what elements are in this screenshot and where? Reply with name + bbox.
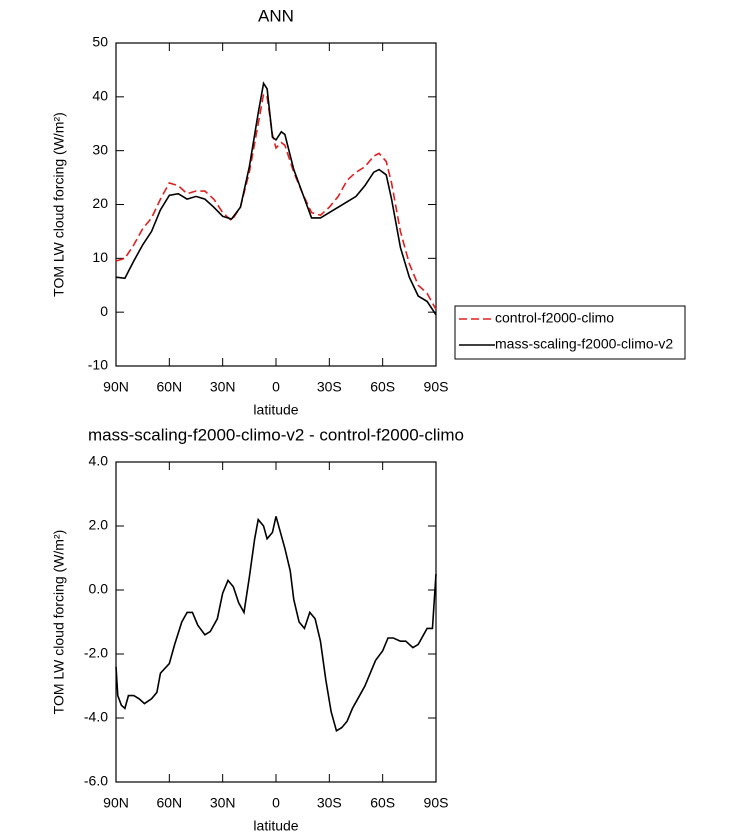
y-tick-label: -2.0 — [84, 645, 108, 661]
x-tick-label: 0 — [272, 379, 280, 395]
x-tick-label: 30N — [210, 379, 236, 395]
x-tick-label: 60S — [370, 795, 395, 811]
y-axis-label: TOM LW cloud forcing (W/m²) — [51, 530, 67, 715]
y-tick-label: 2.0 — [89, 517, 109, 533]
x-tick-label: 90S — [424, 795, 449, 811]
x-axis-label: latitude — [253, 818, 298, 834]
y-tick-label: 20 — [92, 195, 108, 211]
x-tick-label: 30S — [317, 795, 342, 811]
x-tick-label: 60S — [370, 379, 395, 395]
legend-label: mass-scaling-f2000-climo-v2 — [495, 336, 673, 352]
y-tick-label: -6.0 — [84, 773, 108, 789]
y-tick-label: 10 — [92, 249, 108, 265]
data-line — [115, 516, 437, 733]
x-tick-label: 30N — [210, 795, 236, 811]
y-tick-label: -10 — [88, 357, 108, 373]
y-tick-label: 40 — [92, 88, 108, 104]
chart-title: mass-scaling-f2000-climo-v2 - control-f2… — [88, 425, 464, 444]
y-tick-label: 30 — [92, 141, 108, 157]
y-axis-label: TOM LW cloud forcing (W/m²) — [51, 112, 67, 297]
x-axis-label: latitude — [253, 402, 298, 418]
chart-title: ANN — [258, 6, 294, 25]
x-tick-label: 0 — [272, 795, 280, 811]
x-tick-label: 60N — [156, 379, 182, 395]
data-line — [115, 92, 437, 310]
x-tick-label: 90N — [103, 795, 129, 811]
x-tick-label: 60N — [156, 795, 182, 811]
x-tick-label: 90S — [424, 379, 449, 395]
y-tick-label: 4.0 — [89, 453, 109, 469]
data-line — [115, 81, 437, 316]
y-tick-label: 50 — [92, 34, 108, 50]
legend-box — [454, 305, 686, 360]
x-tick-label: 30S — [317, 379, 342, 395]
plot-frame — [115, 461, 437, 783]
legend-label: control-f2000-climo — [495, 310, 614, 326]
y-tick-label: 0.0 — [89, 581, 109, 597]
x-tick-label: 90N — [103, 379, 129, 395]
y-tick-label: -4.0 — [84, 709, 108, 725]
y-tick-label: 0 — [100, 303, 108, 319]
